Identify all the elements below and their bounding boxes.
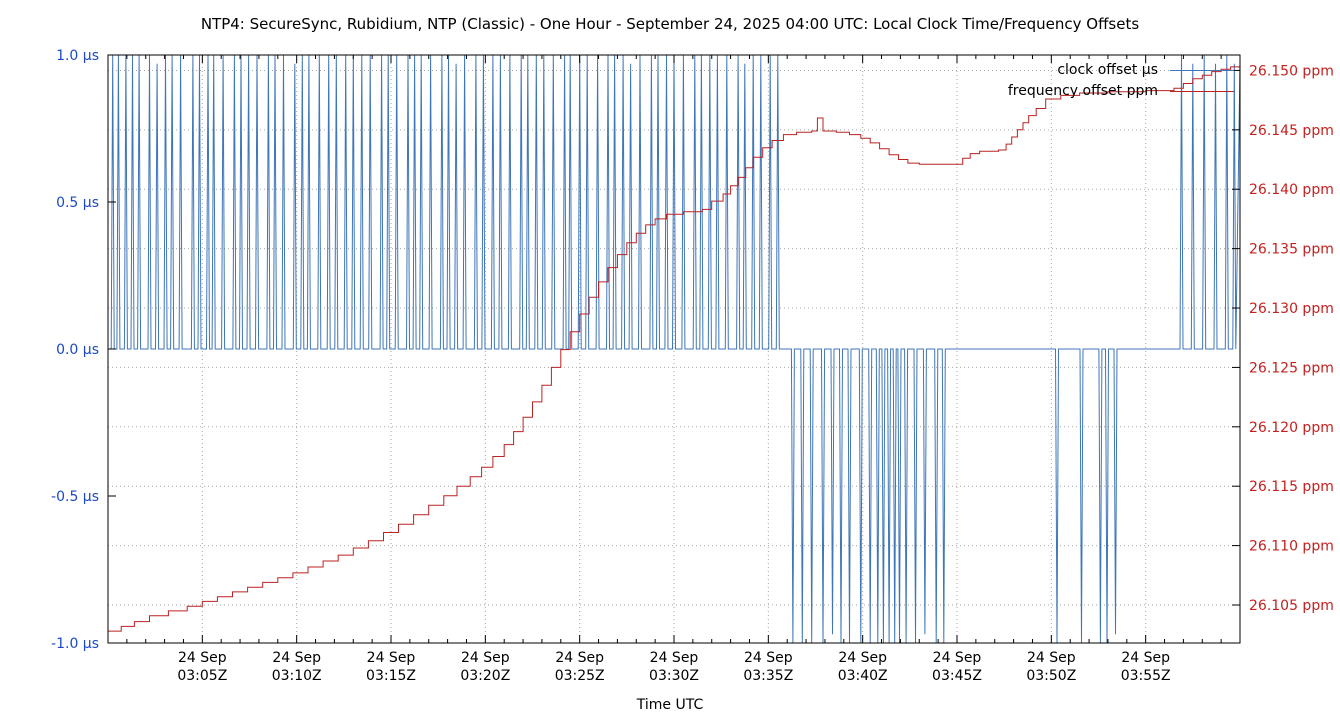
clock-offset-line (108, 54, 1241, 644)
y-right-tick-label: 26.105 ppm (1249, 598, 1334, 614)
y-left-tick-label: 0.0 µs (56, 342, 99, 358)
y-left-tick-label: -1.0 µs (51, 636, 99, 652)
x-axis-title: Time UTC (636, 697, 704, 713)
x-tick-label: 24 Sep 03:30Z (649, 650, 699, 684)
y-right-tick-label: 26.140 ppm (1249, 182, 1334, 198)
y-right-tick-label: 26.135 ppm (1249, 242, 1334, 258)
x-tick-label: 24 Sep 03:50Z (1026, 650, 1076, 684)
x-tick-label: 24 Sep 03:05Z (177, 650, 227, 684)
legend-line-sample-clock-offset (1170, 69, 1234, 71)
y-right-tick-label: 26.120 ppm (1249, 420, 1334, 436)
y-right-tick-label: 26.145 ppm (1249, 123, 1334, 139)
y-right-tick-label: 26.110 ppm (1249, 539, 1334, 555)
frequency-offset-line (108, 65, 1241, 632)
x-tick-label: 24 Sep 03:55Z (1121, 650, 1171, 684)
x-tick-label: 24 Sep 03:10Z (272, 650, 322, 684)
y-right-tick-label: 26.125 ppm (1249, 360, 1334, 376)
legend-label-clock-offset: clock offset µs (1057, 62, 1158, 78)
legend-label-frequency-offset: frequency offset ppm (1007, 83, 1158, 99)
y-right-tick-label: 26.115 ppm (1249, 479, 1334, 495)
y-left-tick-label: 1.0 µs (56, 48, 99, 64)
legend-item-frequency-offset: frequency offset ppm (1008, 82, 1234, 100)
x-tick-label: 24 Sep 03:45Z (932, 650, 982, 684)
y-left-tick-label: 0.5 µs (56, 195, 99, 211)
y-left-tick-label: -0.5 µs (51, 489, 99, 505)
y-right-tick-label: 26.150 ppm (1249, 63, 1334, 79)
x-tick-label: 24 Sep 03:25Z (555, 650, 605, 684)
x-tick-label: 24 Sep 03:35Z (743, 650, 793, 684)
x-tick-label: 24 Sep 03:15Z (366, 650, 416, 684)
x-tick-label: 24 Sep 03:20Z (460, 650, 510, 684)
chart-title: NTP4: SecureSync, Rubidium, NTP (Classic… (200, 15, 1140, 33)
legend-line-sample-frequency-offset (1170, 90, 1234, 92)
x-tick-label: 24 Sep 03:40Z (838, 650, 888, 684)
y-right-tick-label: 26.130 ppm (1249, 301, 1334, 317)
legend-item-clock-offset: clock offset µs (1057, 61, 1234, 79)
legend: clock offset µs frequency offset ppm (1008, 61, 1234, 100)
